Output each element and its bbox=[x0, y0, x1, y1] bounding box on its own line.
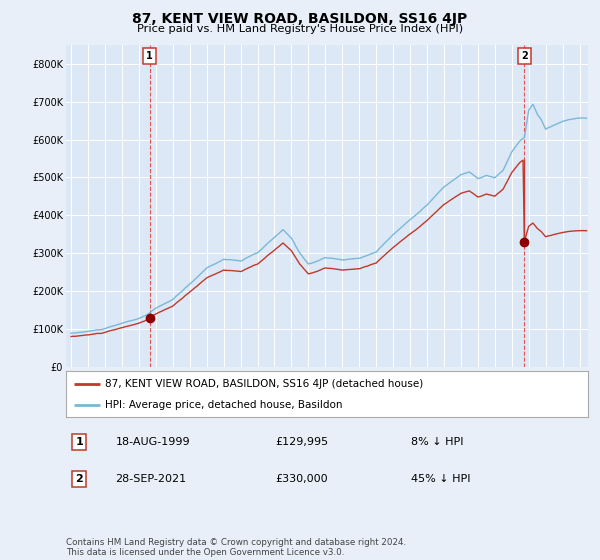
Text: Price paid vs. HM Land Registry's House Price Index (HPI): Price paid vs. HM Land Registry's House … bbox=[137, 24, 463, 34]
Text: 1: 1 bbox=[146, 51, 153, 61]
Text: 18-AUG-1999: 18-AUG-1999 bbox=[116, 437, 190, 447]
Text: 2: 2 bbox=[521, 51, 528, 61]
Text: 8% ↓ HPI: 8% ↓ HPI bbox=[410, 437, 463, 447]
Text: 87, KENT VIEW ROAD, BASILDON, SS16 4JP: 87, KENT VIEW ROAD, BASILDON, SS16 4JP bbox=[133, 12, 467, 26]
Text: Contains HM Land Registry data © Crown copyright and database right 2024.
This d: Contains HM Land Registry data © Crown c… bbox=[66, 538, 406, 557]
Text: HPI: Average price, detached house, Basildon: HPI: Average price, detached house, Basi… bbox=[105, 400, 343, 410]
Text: 87, KENT VIEW ROAD, BASILDON, SS16 4JP (detached house): 87, KENT VIEW ROAD, BASILDON, SS16 4JP (… bbox=[105, 379, 424, 389]
Text: 28-SEP-2021: 28-SEP-2021 bbox=[116, 474, 187, 484]
Text: 2: 2 bbox=[76, 474, 83, 484]
Text: £330,000: £330,000 bbox=[275, 474, 328, 484]
Text: 45% ↓ HPI: 45% ↓ HPI bbox=[410, 474, 470, 484]
Text: 1: 1 bbox=[76, 437, 83, 447]
Text: £129,995: £129,995 bbox=[275, 437, 328, 447]
